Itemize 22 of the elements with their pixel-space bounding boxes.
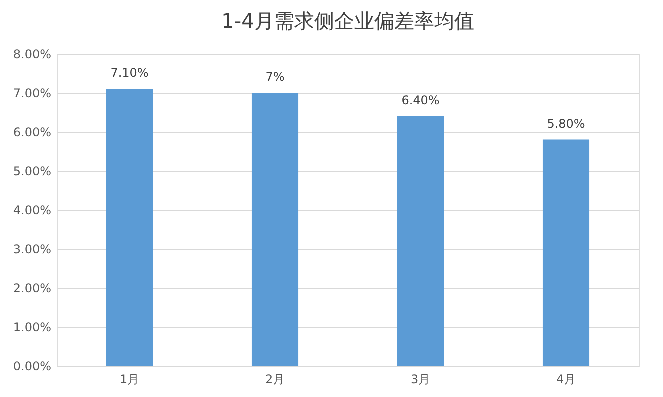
x-tick-label: 2月 [265,372,286,386]
chart-title: 1-4月需求侧企业偏差率均值 [222,9,474,33]
y-tick-label: 2.00% [13,282,52,296]
y-tick-label: 4.00% [13,204,52,218]
y-tick-label: 0.00% [13,360,52,374]
y-tick-label: 6.00% [13,126,52,140]
bar [397,116,444,366]
bar [252,93,299,366]
data-label: 5.80% [547,116,586,131]
y-tick-label: 1.00% [13,320,52,334]
bar [106,89,154,366]
x-tick-label: 3月 [410,372,431,386]
x-tick-label: 4月 [556,372,576,386]
x-tick-label: 1月 [120,372,140,386]
y-tick-label: 8.00% [13,48,52,62]
y-tick-label: 3.00% [13,242,52,256]
y-tick-label: 5.00% [13,164,52,178]
data-label: 7.10% [110,66,149,80]
data-label: 6.40% [402,93,440,108]
data-label: 7% [266,70,285,84]
y-tick-label: 7.00% [13,86,52,100]
bar [542,140,590,366]
